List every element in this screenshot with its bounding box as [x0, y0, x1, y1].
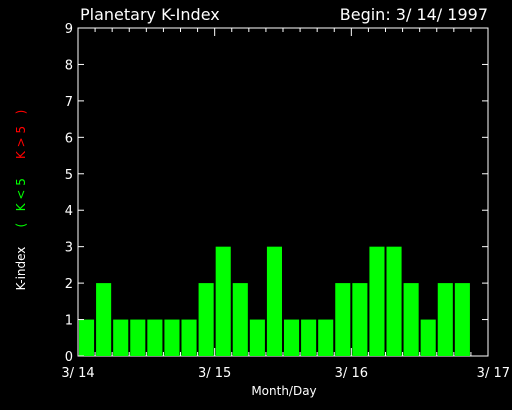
bar-k-7: [198, 283, 214, 356]
y-axis-label-close-paren: ): [14, 110, 28, 115]
begin-date-label: Begin: 3/ 14/ 1997: [340, 5, 488, 24]
y-axis-label: K-index ( K < 5 K > 5 ): [14, 110, 28, 291]
y-tick-label-8: 8: [65, 58, 73, 73]
x-tick-label-3: 3/ 17: [477, 366, 510, 381]
bar-k-12: [284, 319, 300, 356]
bar-k-19: [403, 283, 419, 356]
y-tick-label-3: 3: [65, 241, 73, 256]
bar-k-10: [249, 319, 265, 356]
bar-k-4: [147, 319, 163, 356]
bar-k-17: [369, 246, 385, 356]
x-tick-label-2: 3/ 16: [335, 366, 368, 381]
bar-k-9: [232, 283, 248, 356]
bar-k-18: [386, 246, 402, 356]
y-axis-label-storm: K > 5: [14, 126, 28, 159]
bar-k-2: [113, 319, 129, 356]
y-tick-label-9: 9: [65, 22, 73, 37]
bar-k-0: [79, 319, 95, 356]
x-tick-label-1: 3/ 15: [198, 366, 231, 381]
y-tick-label-2: 2: [65, 277, 73, 292]
x-axis-ticks: 3/ 14 3/ 15 3/ 16 3/ 17: [61, 28, 510, 381]
bar-k-21: [437, 283, 453, 356]
y-tick-label-1: 1: [65, 314, 73, 329]
svg-text:K-index (: K-index ( K < 5 K > 5 ): [14, 110, 28, 291]
bars-group: [79, 246, 470, 356]
bar-k-11: [266, 246, 282, 356]
bar-k-20: [420, 319, 436, 356]
bar-k-3: [130, 319, 146, 356]
y-tick-label-0: 0: [65, 350, 73, 365]
y-axis-ticks: 0 1 2 3 4 5 6 7 8 9: [65, 22, 488, 365]
bar-k-16: [352, 283, 368, 356]
bar-k-13: [301, 319, 317, 356]
y-tick-label-7: 7: [65, 95, 73, 110]
y-axis-label-quiet: K < 5: [14, 178, 28, 211]
y-axis-label-open-paren: (: [14, 223, 28, 228]
bar-k-6: [181, 319, 197, 356]
bar-k-5: [164, 319, 180, 356]
y-axis-label-base: K-index: [14, 247, 28, 291]
y-tick-label-6: 6: [65, 131, 73, 146]
bar-k-22: [454, 283, 470, 356]
bar-k-14: [318, 319, 334, 356]
x-tick-label-0: 3/ 14: [61, 366, 94, 381]
bar-k-8: [215, 246, 231, 356]
chart-title: Planetary K-Index: [80, 5, 220, 24]
bar-k-15: [335, 283, 351, 356]
bar-k-1: [96, 283, 112, 356]
y-tick-label-4: 4: [65, 204, 73, 219]
y-tick-label-5: 5: [65, 168, 73, 183]
x-axis-label: Month/Day: [251, 384, 316, 398]
